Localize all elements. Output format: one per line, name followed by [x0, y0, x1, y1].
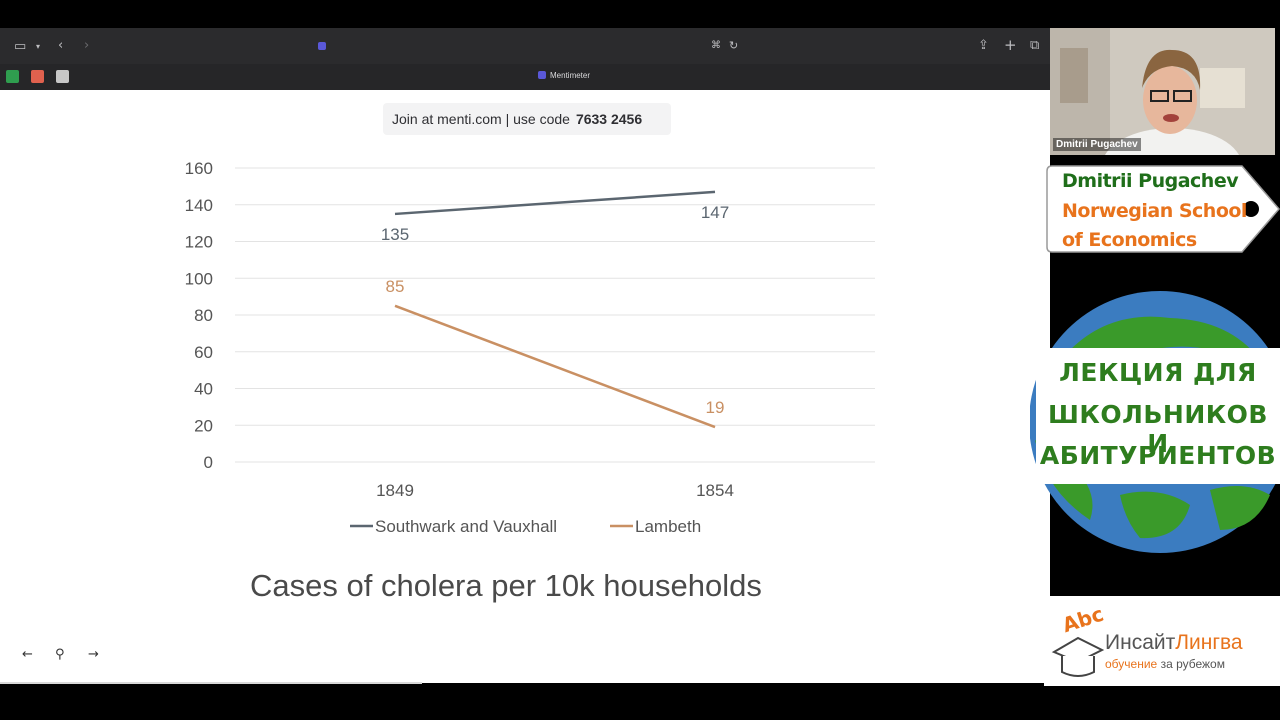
translate-icon[interactable]: ⌘: [711, 40, 721, 51]
mentimeter-favicon-icon: [538, 71, 546, 79]
data-label: 135: [381, 225, 409, 244]
y-tick-label: 20: [194, 416, 213, 435]
y-tick-label: 160: [185, 159, 213, 178]
y-tick-label: 140: [185, 196, 213, 215]
presentation-slide: Join at menti.com | use code 7633 2456 0 2…: [0, 90, 1050, 684]
tab-overview-icon[interactable]: ⧉: [1030, 38, 1040, 53]
cholera-line-chart: 0 20 40 60 80 100 120 140 160 1849 1854 135 147 85 19 S…: [185, 159, 875, 536]
speaker-affiliation-line2: of Economics: [1062, 229, 1197, 251]
prev-slide-icon[interactable]: ←: [22, 647, 33, 662]
data-label: 19: [706, 398, 725, 417]
join-text: Join at menti.com | use code: [392, 111, 570, 127]
speaker-name-tag: Dmitrii Pugachev Norwegian School of Eco…: [1046, 165, 1280, 253]
logo-name-part1: Инсайт: [1105, 631, 1176, 654]
webcam-video: Dmitrii Pugachev: [1050, 28, 1275, 155]
browser-window-chrome: ▭ ▾ ‹ › ⌘ ↻ ⇪ + ⧉ Mentimeter: [0, 28, 1050, 90]
reload-icon[interactable]: ↻: [729, 39, 739, 52]
x-tick-label: 1849: [376, 481, 414, 500]
tab-title-label: Mentimeter: [550, 71, 591, 80]
x-tick-label: 1854: [696, 481, 734, 500]
banner-line-2: ШКОЛЬНИКОВ И: [1048, 400, 1268, 458]
address-bar[interactable]: ⌘ ↻: [305, 36, 745, 56]
sidebar-toggle-icon[interactable]: ▭: [14, 39, 27, 54]
y-tick-label: 60: [194, 343, 213, 362]
y-tick-label: 100: [185, 269, 213, 288]
share-icon[interactable]: ⇪: [978, 38, 989, 53]
presenter-video-image: [1050, 28, 1275, 155]
chart-caption: Cases of cholera per 10k households: [250, 568, 762, 603]
slide-progress-bar: [0, 682, 422, 684]
series-line-2: [394, 304, 716, 429]
join-code: 7633 2456: [575, 111, 643, 127]
logo-name: ИнсайтЛингва: [1105, 631, 1243, 655]
join-instructions: Join at menti.com | use code 7633 2456: [383, 103, 671, 135]
chevron-down-icon[interactable]: ▾: [36, 42, 41, 51]
y-tick-label: 40: [194, 380, 213, 399]
logo-tagline: обучение за рубежом: [1105, 657, 1225, 671]
legend-label: Southwark and Vauxhall: [375, 517, 557, 536]
logo-abc: Abc: [1059, 602, 1106, 638]
insightlingva-logo: Abc ИнсайтЛингва обучение за рубежом: [1044, 596, 1280, 686]
participant-name: Dmitrii Pugachev: [1053, 138, 1141, 151]
next-slide-icon[interactable]: →: [88, 647, 99, 662]
banner-line-1: ЛЕКЦИЯ ДЛЯ: [1059, 358, 1257, 387]
forward-icon[interactable]: ›: [84, 38, 90, 53]
data-label: 147: [701, 203, 729, 222]
lecture-banner: ЛЕКЦИЯ ДЛЯ ШКОЛЬНИКОВ И АБИТУРИЕНТОВ: [1036, 348, 1280, 484]
back-icon[interactable]: ‹: [58, 38, 64, 53]
sheets-bookmark-icon[interactable]: [6, 70, 19, 83]
site-favicon-icon: [318, 42, 326, 50]
logo-mark-icon: Abc: [1051, 602, 1106, 677]
y-tick-label: 0: [204, 453, 213, 472]
tab-mentimeter[interactable]: Mentimeter: [538, 71, 590, 80]
tab-strip: Mentimeter: [0, 64, 1050, 90]
y-tick-label: 120: [185, 233, 213, 252]
logo-name-part2: Лингва: [1175, 631, 1243, 654]
browser-toolbar: ▭ ▾ ‹ › ⌘ ↻ ⇪ + ⧉: [0, 28, 1050, 64]
y-tick-label: 80: [194, 306, 213, 325]
data-label: 85: [386, 277, 405, 296]
speaker-name: Dmitrii Pugachev: [1062, 170, 1239, 192]
logo-tagline-part1: обучение: [1105, 657, 1158, 671]
name-tag-shape: [1046, 165, 1280, 253]
speaker-affiliation-line1: Norwegian School: [1062, 200, 1247, 222]
app-bookmark-icon[interactable]: [31, 70, 44, 83]
doc-bookmark-icon[interactable]: [56, 70, 69, 83]
pin-icon[interactable]: ⚲: [55, 647, 65, 662]
banner-line-3: АБИТУРИЕНТОВ: [1039, 441, 1277, 470]
legend-label: Lambeth: [635, 517, 701, 536]
logo-tagline-part2: за рубежом: [1160, 657, 1225, 671]
new-tab-icon[interactable]: +: [1004, 36, 1017, 54]
series-line-1: [394, 190, 716, 216]
